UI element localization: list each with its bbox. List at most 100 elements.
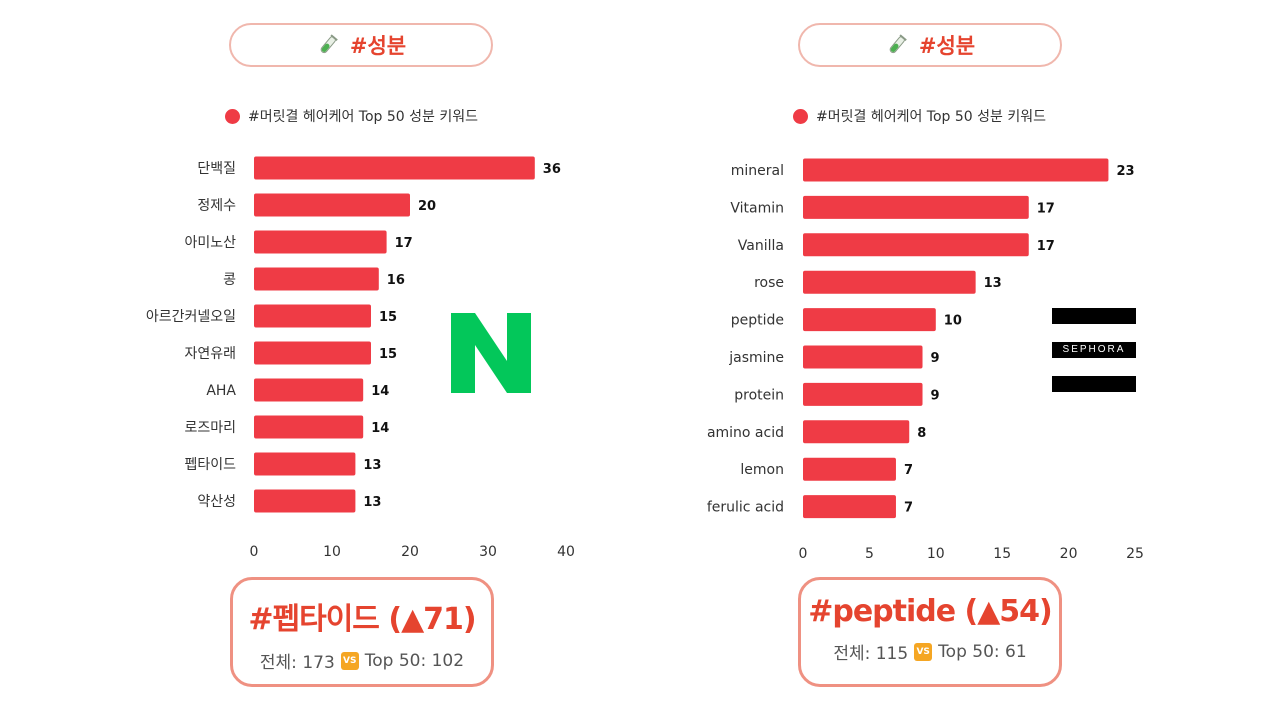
top50-count: Top 50: 61 [938, 641, 1027, 662]
header-label: #성분 [349, 34, 407, 58]
category-label: protein [734, 387, 784, 403]
data-label: 17 [1037, 239, 1055, 254]
sephora-panel: #성분 #머릿결 헤어케어 Top 50 성분 키워드 mineral 23 Vit… [640, 0, 1280, 720]
x-tick-label: 0 [250, 544, 259, 560]
highlight-stats: 전체: 115 VS Top 50: 61 [801, 639, 1059, 665]
bar [254, 489, 356, 513]
category-label: Vitamin [730, 200, 784, 216]
x-tick-label: 25 [1126, 546, 1144, 562]
category-label: 약산성 [197, 494, 236, 510]
data-label: 14 [371, 384, 389, 399]
bar [803, 457, 896, 481]
test-tube-icon [320, 34, 338, 54]
data-label: 9 [931, 388, 940, 403]
highlight-keyword: #peptide (▲54) [808, 594, 1053, 629]
category-label: 단백질 [197, 161, 236, 177]
header-label: #성분 [918, 34, 976, 58]
legend-label: #머릿결 헤어케어 Top 50 성분 키워드 [248, 109, 478, 125]
highlight-result-box: #peptide (▲54) 전체: 115 VS Top 50: 61 [798, 577, 1062, 687]
data-label: 7 [904, 501, 913, 516]
bar [254, 378, 364, 402]
bar [803, 158, 1109, 182]
sephora-stripe-bottom [1052, 376, 1136, 392]
bar [254, 267, 379, 291]
chart-legend: #머릿결 헤어케어 Top 50 성분 키워드 [793, 106, 1046, 126]
total-count: 전체: 173 [259, 653, 335, 673]
x-tick-label: 30 [479, 544, 497, 560]
bar [803, 195, 1029, 219]
legend-label: #머릿결 헤어케어 Top 50 성분 키워드 [816, 109, 1046, 125]
category-label: AHA [206, 383, 236, 399]
data-label: 14 [371, 421, 389, 436]
naver-logo [451, 313, 531, 393]
x-tick-label: 40 [557, 544, 575, 560]
data-label: 23 [1116, 164, 1134, 179]
x-tick-label: 10 [323, 544, 341, 560]
bar [254, 193, 410, 217]
data-label: 15 [379, 347, 397, 362]
ingredient-header-pill: #성분 [798, 23, 1062, 67]
category-label: 콩 [223, 272, 236, 288]
ingredient-header-pill: #성분 [229, 23, 493, 67]
data-label: 17 [1037, 201, 1055, 216]
bar [803, 382, 923, 406]
sephora-stripe-top [1052, 308, 1136, 324]
x-tick-label: 15 [993, 546, 1011, 562]
x-tick-label: 0 [799, 546, 808, 562]
category-label: 정제수 [197, 198, 236, 214]
data-label: 13 [984, 276, 1002, 291]
highlight-keyword: #펩타이드 (▲71) [248, 602, 476, 637]
data-label: 13 [363, 458, 381, 473]
data-label: 10 [944, 314, 962, 329]
legend-marker [225, 108, 240, 124]
bar [803, 308, 936, 332]
category-label: 펩타이드 [184, 457, 236, 473]
bar [803, 420, 910, 444]
data-label: 8 [917, 426, 926, 441]
bar [803, 270, 976, 294]
category-label: Vanilla [738, 238, 784, 254]
vs-icon: VS [340, 651, 359, 670]
category-label: peptide [731, 313, 784, 329]
category-label: rose [754, 275, 784, 291]
category-label: jasmine [728, 350, 784, 366]
category-label: 로즈마리 [184, 420, 236, 436]
category-label: amino acid [707, 425, 784, 441]
bar [254, 304, 371, 328]
bar [254, 452, 356, 476]
highlight-result-box: #펩타이드 (▲71) 전체: 173 VS Top 50: 102 [230, 577, 494, 687]
bar [254, 341, 371, 365]
data-label: 20 [418, 199, 436, 214]
category-label: 아미노산 [184, 235, 236, 251]
bar [803, 345, 923, 369]
chart-legend: #머릿결 헤어케어 Top 50 성분 키워드 [225, 106, 478, 126]
legend-marker [793, 108, 808, 124]
x-tick-label: 20 [401, 544, 419, 560]
top50-count: Top 50: 102 [364, 650, 465, 671]
category-label: lemon [740, 462, 784, 478]
data-label: 9 [931, 351, 940, 366]
naver-panel: #성분 #머릿결 헤어케어 Top 50 성분 키워드 단백질 36 정제수 20 아미… [146, 23, 575, 687]
data-label: 17 [395, 236, 413, 251]
bar [254, 415, 364, 439]
category-label: ferulic acid [707, 500, 784, 516]
bar [803, 233, 1029, 257]
test-tube-icon [889, 34, 907, 54]
data-label: 36 [543, 162, 561, 177]
bar [254, 230, 387, 254]
x-tick-label: 20 [1060, 546, 1078, 562]
x-tick-label: 5 [865, 546, 874, 562]
x-tick-label: 10 [927, 546, 945, 562]
category-label: 아르간커넬오일 [146, 309, 236, 325]
category-label: mineral [731, 163, 784, 179]
ingredient-bar-chart: mineral 23 Vitamin 17 Vanilla 17 rose 13 peptide… [707, 158, 1144, 562]
bar [803, 495, 896, 519]
highlight-stats: 전체: 173 VS Top 50: 102 [233, 648, 491, 674]
sephora-logo: SEPHORA [1052, 308, 1136, 392]
data-label: 16 [387, 273, 405, 288]
ingredient-bar-chart: 단백질 36 정제수 20 아미노산 17 콩 16 아르간커넬오일 15 자연유래 15 AHA 14 로… [146, 156, 575, 560]
data-label: 15 [379, 310, 397, 325]
category-label: 자연유래 [184, 346, 236, 362]
vs-icon: VS [914, 642, 933, 661]
data-label: 13 [363, 495, 381, 510]
